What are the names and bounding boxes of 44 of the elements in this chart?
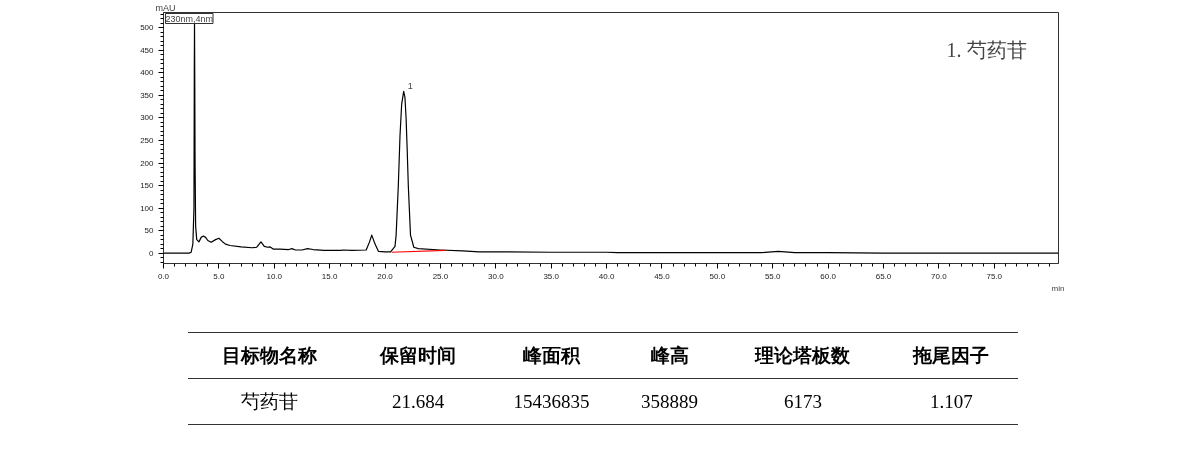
x-tick-label: 50.0 — [709, 271, 726, 281]
text: 拖尾因子 — [884, 332, 1018, 379]
y-tick-label: 200 — [140, 158, 155, 168]
x-tick-label: 75.0 — [986, 271, 1003, 281]
x-tick-label: 40.0 — [598, 271, 615, 281]
x-tick-label: 30.0 — [488, 271, 505, 281]
x-tick-label: 35.0 — [543, 271, 560, 281]
annotation: 230nm,4nm — [165, 13, 214, 24]
y-tick-label: 450 — [140, 45, 155, 55]
text: 目标物名称 — [188, 332, 352, 379]
x-tick-label: 60.0 — [820, 271, 837, 281]
text: 21.684 — [351, 378, 485, 425]
text: 芍药苷 — [188, 378, 352, 425]
x-tick-label: 0.0 — [157, 271, 170, 281]
text: 6173 — [721, 378, 885, 425]
y-tick-label: 0 — [149, 248, 155, 258]
y-tick-label: 250 — [140, 135, 155, 145]
x-tick-label: 65.0 — [875, 271, 892, 281]
y-tick-label: 100 — [140, 203, 155, 213]
x-tick-label: 15.0 — [321, 271, 338, 281]
x-tick-label: 45.0 — [654, 271, 671, 281]
y-tick-label: 50 — [144, 226, 155, 236]
x-axis-title: min — [1051, 283, 1065, 293]
annotation: 1. 芍药苷 — [946, 38, 1027, 61]
annotation: 1 — [407, 81, 413, 92]
x-tick-label: 20.0 — [377, 271, 394, 281]
x-tick-label: 25.0 — [432, 271, 449, 281]
text: 358889 — [618, 378, 722, 425]
text: 保留时间 — [351, 332, 485, 379]
x-tick-label: 70.0 — [931, 271, 948, 281]
y-axis-title: mAU — [155, 2, 176, 13]
y-tick-label: 500 — [140, 23, 155, 33]
y-tick-label: 150 — [140, 181, 155, 191]
text: 1.107 — [884, 378, 1018, 425]
text: 峰面积 — [484, 332, 619, 379]
x-tick-label: 10.0 — [266, 271, 283, 281]
x-tick-label: 55.0 — [764, 271, 782, 281]
text: 理论塔板数 — [721, 332, 885, 379]
x-tick-label: 5.0 — [213, 271, 225, 281]
y-tick-label: 350 — [140, 90, 155, 100]
y-tick-label: 300 — [140, 113, 155, 123]
y-tick-label: 400 — [140, 68, 155, 78]
text: 峰高 — [618, 332, 722, 379]
text: 15436835 — [484, 378, 619, 425]
